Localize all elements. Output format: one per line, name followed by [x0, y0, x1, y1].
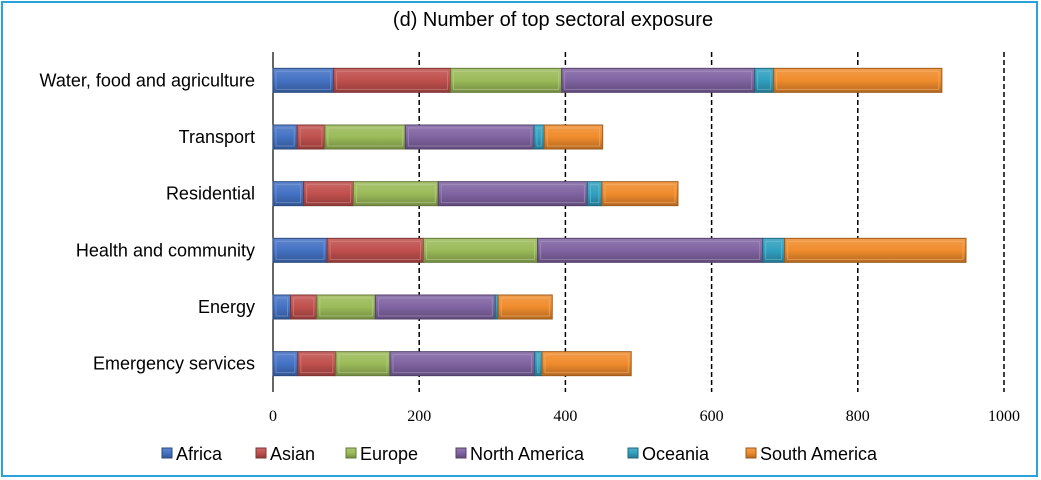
bar-segment: [297, 351, 337, 377]
bar-segment: [537, 237, 764, 263]
bar-segment: [437, 181, 588, 207]
bar-bevel: [293, 297, 315, 317]
bar-bevel: [300, 354, 334, 374]
x-tick-label: 200: [407, 408, 431, 425]
category-label: Residential: [166, 184, 255, 204]
bar-bevel: [306, 184, 351, 204]
category-label: Transport: [179, 127, 255, 147]
bar-segment: [541, 351, 632, 377]
bar-segment: [296, 124, 326, 150]
bar-segment: [534, 351, 543, 377]
bar-bevel: [765, 240, 783, 260]
bars: [272, 67, 967, 377]
legend-swatch: [455, 447, 467, 459]
bar-bevel: [787, 240, 964, 260]
category-label: Energy: [198, 297, 255, 317]
bar-segment: [389, 351, 536, 377]
category-label: Emergency services: [93, 354, 255, 374]
bar-segment: [272, 124, 298, 150]
x-tick-label: 800: [846, 408, 870, 425]
legend-swatch: [255, 447, 267, 459]
legend: Africa Asian Europe North America Oceania Sou…: [161, 444, 878, 464]
category-labels: Water, food and agriculture Transport Resi…: [40, 70, 255, 373]
legend-swatch: [161, 447, 173, 459]
bar-segment: [316, 294, 376, 320]
legend-label: Asian: [270, 444, 315, 464]
x-tick-label: 600: [700, 408, 724, 425]
legend-swatch: [745, 447, 757, 459]
bar-segment: [335, 351, 391, 377]
bar-segment: [352, 181, 439, 207]
legend-label: South America: [760, 444, 878, 464]
bar-segment: [272, 351, 299, 377]
bar-bevel: [536, 127, 542, 147]
bar-bevel: [537, 354, 540, 374]
x-tick-labels: 0 200 400 600 800 1000: [269, 408, 1020, 425]
bar-bevel: [275, 70, 332, 90]
bar-bevel: [426, 240, 536, 260]
bar-bevel: [440, 184, 585, 204]
bar-segment: [543, 124, 604, 150]
bar-bevel: [336, 70, 449, 90]
bar-bevel: [407, 127, 532, 147]
bar-bevel: [327, 127, 403, 147]
legend-swatch: [627, 447, 639, 459]
category-label: Water, food and agriculture: [40, 70, 255, 90]
bar-bevel: [299, 127, 323, 147]
bar-bevel: [544, 354, 629, 374]
bar-bevel: [275, 127, 295, 147]
legend-label: Oceania: [642, 444, 710, 464]
bar-segment: [272, 237, 328, 263]
bar-segment: [533, 124, 545, 150]
bar-segment: [497, 294, 553, 320]
bar-segment: [324, 124, 406, 150]
bar-segment: [784, 237, 967, 263]
bar-bevel: [500, 297, 550, 317]
chart-title: (d) Number of top sectoral exposure: [393, 9, 713, 31]
bar-segment: [601, 181, 679, 207]
bar-segment: [374, 294, 496, 320]
legend-label: Africa: [176, 444, 223, 464]
bar-segment: [326, 237, 425, 263]
bar-segment: [773, 67, 943, 93]
bar-bevel: [319, 297, 373, 317]
bar-segment: [586, 181, 603, 207]
legend-label: Europe: [360, 444, 418, 464]
bar-segment: [450, 67, 563, 93]
bar-bevel: [540, 240, 761, 260]
bar-segment: [423, 237, 539, 263]
grid-lines: [272, 52, 1005, 392]
legend-label: North America: [470, 444, 585, 464]
x-tick-label: 1000: [988, 408, 1020, 425]
bar-bevel: [275, 184, 302, 204]
bar-bevel: [392, 354, 533, 374]
bar-bevel: [453, 70, 560, 90]
bar-bevel: [589, 184, 600, 204]
bar-bevel: [377, 297, 493, 317]
bar-bevel: [275, 240, 325, 260]
bar-segment: [333, 67, 452, 93]
category-label: Health and community: [76, 240, 255, 260]
bar-bevel: [329, 240, 421, 260]
bar-segment: [272, 67, 335, 93]
bar-bevel: [546, 127, 601, 147]
bar-segment: [404, 124, 535, 150]
bar-bevel: [604, 184, 676, 204]
bar-segment: [272, 181, 305, 207]
x-tick-label: 0: [269, 408, 277, 425]
bar-bevel: [275, 297, 288, 317]
bar-bevel: [356, 184, 436, 204]
bar-bevel: [757, 70, 772, 90]
bar-bevel: [776, 70, 940, 90]
bar-bevel: [564, 70, 753, 90]
bar-bevel: [275, 354, 296, 374]
bar-segment: [303, 181, 354, 207]
bar-segment: [290, 294, 318, 320]
bar-segment: [561, 67, 756, 93]
legend-swatch: [345, 447, 357, 459]
bar-bevel: [338, 354, 388, 374]
x-tick-label: 400: [553, 408, 577, 425]
